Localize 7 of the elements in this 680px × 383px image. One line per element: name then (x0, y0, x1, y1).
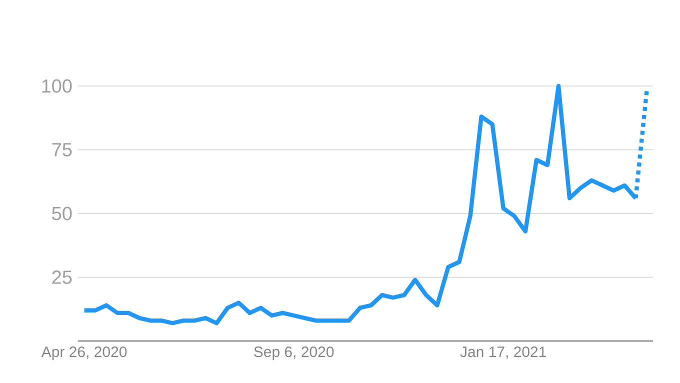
x-tick-label: Apr 26, 2020 (41, 346, 127, 360)
y-tick-label: 25 (52, 270, 72, 284)
y-tick-label: 50 (52, 206, 72, 220)
y-tick-label: 75 (52, 143, 72, 156)
x-tick-label: Jan 17, 2021 (460, 346, 546, 359)
y-tick-label: 100 (42, 79, 72, 93)
x-tick-label: Sep 6, 2020 (254, 346, 334, 360)
